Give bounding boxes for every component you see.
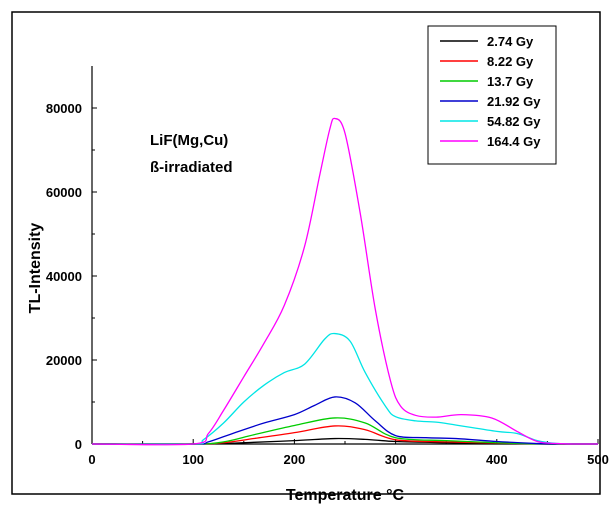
legend-label: 164.4 Gy	[487, 134, 541, 149]
figure-border	[11, 11, 601, 495]
annotation-material: LiF(Mg,Cu)	[150, 132, 228, 149]
legend-label: 2.74 Gy	[487, 34, 534, 49]
x-tick-label: 300	[385, 452, 407, 467]
legend-label: 8.22 Gy	[487, 54, 534, 69]
y-axis-label: TL-Intensity	[27, 223, 44, 314]
y-tick-label: 80000	[46, 101, 82, 116]
x-tick-label: 0	[88, 452, 95, 467]
y-tick-label: 60000	[46, 185, 82, 200]
legend-label: 13.7 Gy	[487, 74, 534, 89]
series-line-54-82-gy	[91, 332, 599, 445]
series-layer	[91, 117, 599, 446]
x-tick-label: 500	[587, 452, 609, 467]
y-tick-label: 40000	[46, 269, 82, 284]
annotation-irradiation: ß-irradiated	[150, 159, 233, 176]
legend: 2.74 Gy 8.22 Gy 13.7 Gy 21.92 Gy 54.82 Gy 164…	[427, 25, 557, 165]
x-tick-label: 400	[486, 452, 508, 467]
series-line-21-92-gy	[91, 396, 599, 445]
x-tick-label: 200	[284, 452, 306, 467]
legend-label: 54.82 Gy	[487, 114, 541, 129]
series-line-13-7-gy	[91, 417, 599, 445]
y-tick-label: 20000	[46, 353, 82, 368]
tick-layer: 0 100 200 300 400 500 0 20000 40000 60000 80000	[46, 101, 609, 467]
series-line-164-4-gy	[91, 117, 599, 446]
x-axis-label: Temperature °C	[286, 487, 405, 504]
legend-label: 21.92 Gy	[487, 94, 541, 109]
y-tick-label: 0	[75, 437, 82, 452]
x-tick-label: 100	[182, 452, 204, 467]
